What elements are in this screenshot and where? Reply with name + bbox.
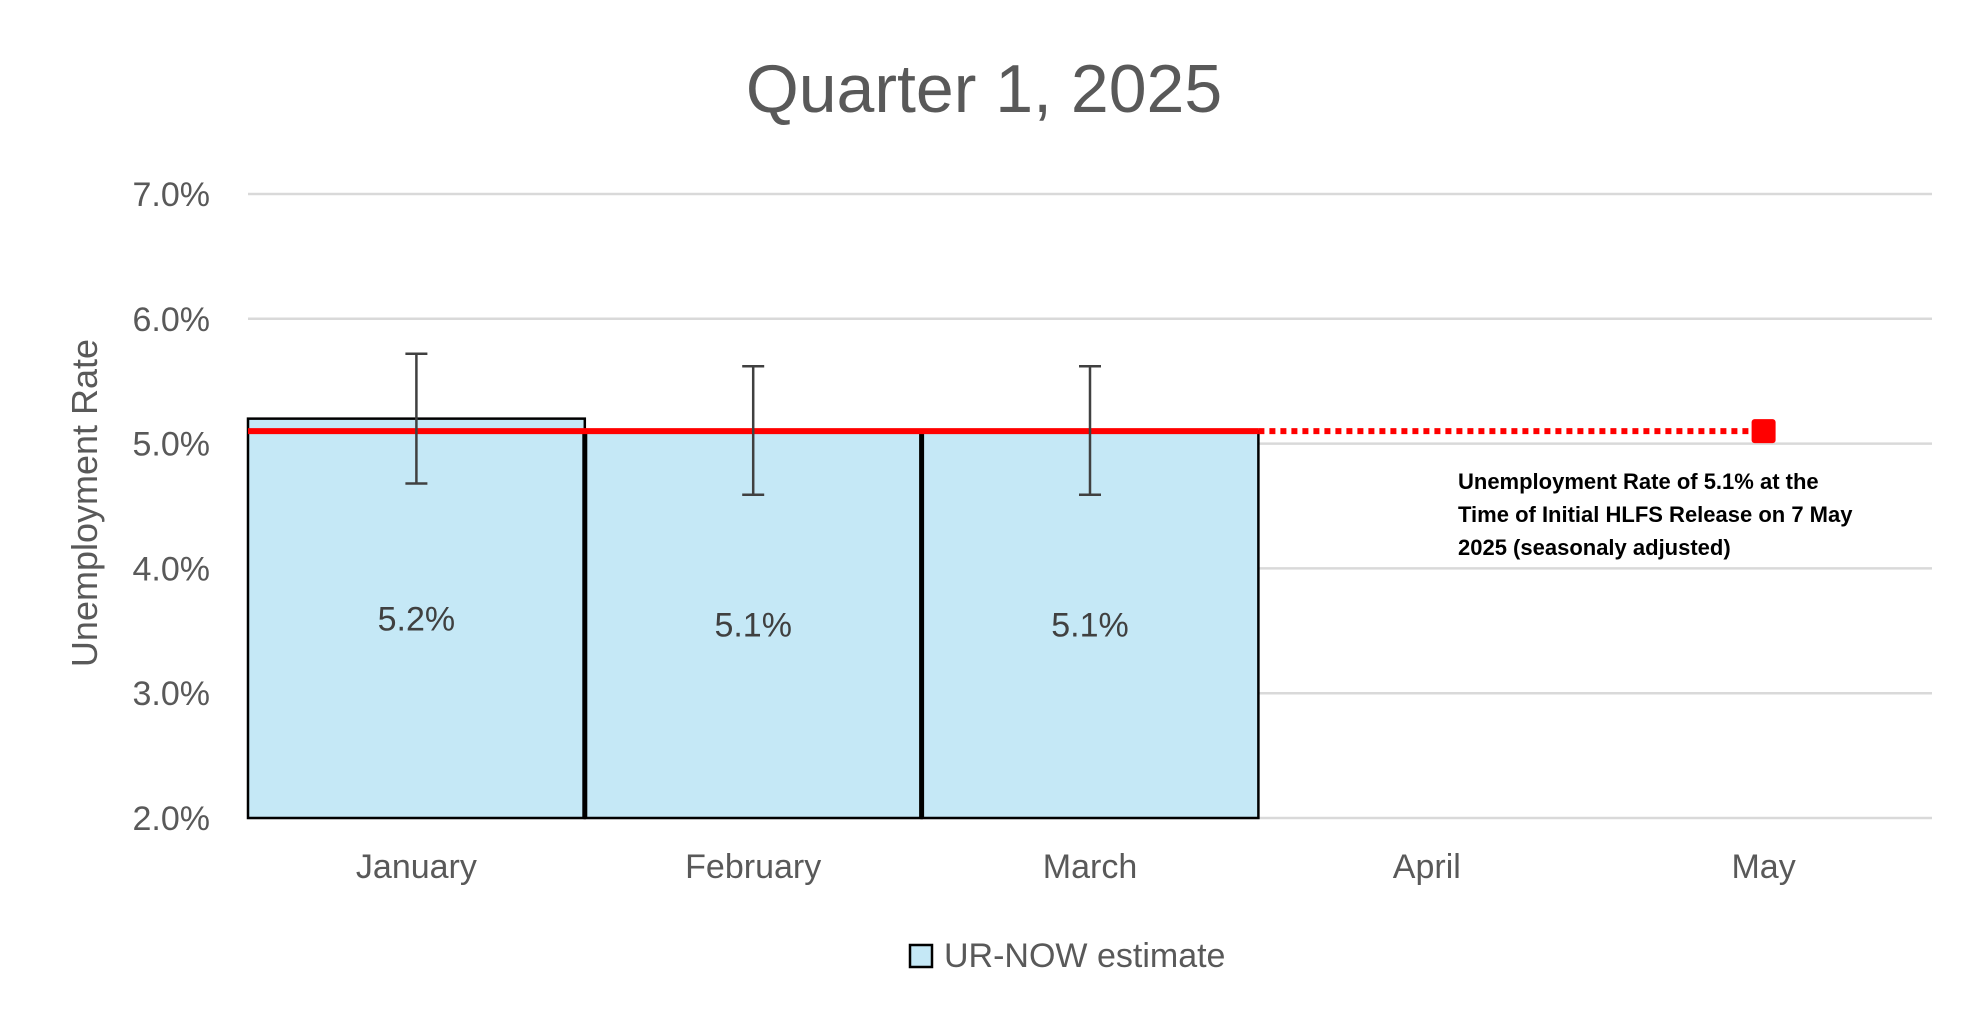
y-tick-label: 2.0% (133, 800, 211, 838)
x-tick-label: February (685, 848, 821, 886)
annotation-line: 2025 (seasonaly adjusted) (1458, 535, 1731, 560)
data-label: 5.2% (378, 600, 456, 638)
data-label: 5.1% (714, 607, 792, 645)
x-tick-label: January (356, 848, 477, 886)
reference-marker (1751, 419, 1776, 444)
y-axis-ticks: 7.0% 6.0% 5.0% 4.0% 3.0% 2.0% (133, 176, 211, 838)
data-labels: 5.2% 5.1% 5.1% (378, 600, 1129, 644)
annotation-line: Unemployment Rate of 5.1% at the (1458, 469, 1819, 494)
error-bars (405, 352, 1101, 497)
chart-title: Quarter 1, 2025 (746, 51, 1222, 127)
y-tick-label: 7.0% (133, 176, 211, 214)
legend-label: UR-NOW estimate (944, 937, 1225, 975)
legend: UR-NOW estimate (908, 937, 1225, 975)
reference-annotation: Unemployment Rate of 5.1% at the Time of … (1458, 469, 1853, 560)
y-tick-label: 5.0% (133, 426, 211, 464)
annotation-line: Time of Initial HLFS Release on 7 May (1458, 502, 1853, 527)
legend-swatch (908, 943, 934, 969)
data-label: 5.1% (1051, 607, 1129, 645)
x-tick-label: May (1731, 848, 1795, 886)
x-tick-label: March (1043, 848, 1137, 886)
x-axis-ticks: January February March April May (356, 848, 1796, 886)
y-tick-label: 6.0% (133, 301, 211, 339)
x-tick-label: April (1393, 848, 1461, 886)
y-tick-label: 3.0% (133, 675, 211, 713)
y-axis-label: Unemployment Rate (64, 339, 105, 667)
y-tick-label: 4.0% (133, 550, 211, 588)
